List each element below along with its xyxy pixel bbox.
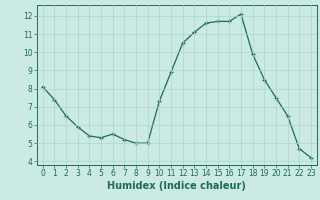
X-axis label: Humidex (Indice chaleur): Humidex (Indice chaleur) <box>108 181 246 191</box>
